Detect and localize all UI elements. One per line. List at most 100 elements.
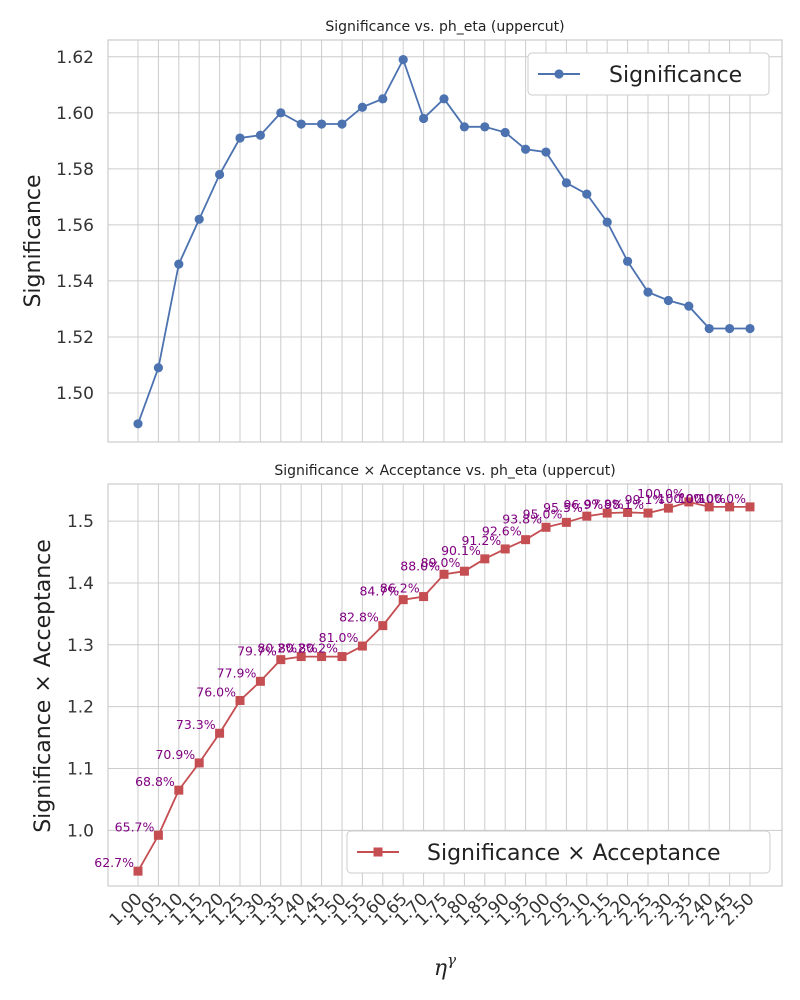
data-point bbox=[235, 695, 245, 705]
y-tick-label: 1.56 bbox=[56, 216, 94, 236]
panel2-legend-label: Significance × Acceptance bbox=[427, 841, 721, 866]
data-point bbox=[684, 497, 694, 507]
acceptance-annotation: 99.1% bbox=[625, 492, 665, 507]
data-point bbox=[704, 323, 714, 334]
acceptance-annotation: 88.0% bbox=[400, 558, 440, 573]
data-point bbox=[194, 214, 204, 224]
panel2-legend: Significance × Acceptance bbox=[346, 830, 771, 874]
data-point bbox=[582, 189, 592, 199]
acceptance-annotation: 89.0% bbox=[421, 555, 461, 570]
acceptance-annotation: 100.0% bbox=[637, 486, 685, 501]
panel2-grid bbox=[108, 484, 782, 886]
data-point bbox=[541, 147, 551, 157]
data-point bbox=[296, 119, 306, 129]
acceptance-annotation: 68.8% bbox=[135, 774, 175, 789]
panel2-legend-marker bbox=[373, 847, 383, 857]
y-tick-label: 1.62 bbox=[56, 48, 94, 68]
data-point bbox=[133, 419, 143, 429]
y-tick-label: 1.3 bbox=[67, 636, 94, 656]
data-point bbox=[398, 595, 408, 605]
data-point bbox=[521, 144, 531, 154]
significance-acceptance-panel: Significance × Acceptance vs. ph_eta (up… bbox=[31, 463, 783, 981]
acceptance-annotation: 95.0% bbox=[523, 506, 563, 521]
data-point bbox=[704, 502, 714, 512]
data-point bbox=[480, 122, 490, 132]
acceptance-annotation: 97.8% bbox=[584, 496, 624, 511]
acceptance-annotation: 65.7% bbox=[115, 819, 155, 834]
data-point bbox=[459, 122, 469, 132]
y-tick-label: 1.54 bbox=[56, 272, 94, 292]
data-point bbox=[296, 652, 306, 662]
acceptance-annotation: 80.2% bbox=[298, 641, 338, 656]
acceptance-annotation: 96.9% bbox=[563, 497, 603, 512]
data-point bbox=[459, 566, 469, 576]
data-point bbox=[174, 785, 184, 795]
acceptance-annotation: 86.2% bbox=[380, 581, 420, 596]
data-point bbox=[337, 652, 347, 662]
acceptance-annotation: 100.0% bbox=[678, 491, 726, 506]
panel1-title: Significance vs. ph_eta (uppercut) bbox=[325, 19, 564, 35]
data-point bbox=[439, 94, 449, 104]
data-point bbox=[398, 55, 408, 65]
panel2-title: Significance × Acceptance vs. ph_eta (up… bbox=[274, 463, 615, 479]
panel1-legend: Significance bbox=[527, 52, 770, 96]
panel1-legend-label: Significance bbox=[609, 63, 742, 88]
y-tick-label: 1.50 bbox=[56, 384, 94, 404]
acceptance-annotation: 73.3% bbox=[176, 717, 216, 732]
data-point bbox=[133, 866, 143, 876]
panel2-series bbox=[133, 497, 755, 876]
data-point bbox=[725, 323, 735, 334]
acceptance-annotation: 92.6% bbox=[482, 524, 522, 539]
data-point bbox=[357, 102, 367, 112]
panel1-y-ticks: 1.50 1.52 1.54 1.56 1.58 1.60 1.62 bbox=[56, 48, 94, 404]
x-axis-label-base: η bbox=[434, 956, 447, 981]
data-point bbox=[500, 127, 510, 138]
x-axis-label: ηγ bbox=[434, 951, 456, 981]
y-tick-label: 1.2 bbox=[67, 698, 94, 718]
x-tick-labels: 1.001.051.101.151.201.251.301.351.401.45… bbox=[106, 889, 759, 930]
panel2-y-ticks: 1.0 1.1 1.2 1.3 1.4 1.5 bbox=[67, 512, 94, 841]
data-point bbox=[276, 108, 286, 118]
y-tick-label: 1.5 bbox=[67, 512, 94, 532]
data-point bbox=[480, 554, 490, 564]
data-point bbox=[378, 94, 388, 104]
y-tick-label: 1.1 bbox=[67, 759, 94, 779]
data-point bbox=[500, 544, 510, 554]
data-point bbox=[663, 295, 674, 306]
panel1-y-label: Significance bbox=[21, 174, 46, 307]
y-tick-label: 1.60 bbox=[56, 104, 94, 124]
data-point bbox=[745, 323, 755, 334]
acceptance-annotation: 80.2% bbox=[257, 641, 297, 656]
acceptance-annotation: 95.5% bbox=[543, 500, 583, 515]
acceptance-annotation: 81.0% bbox=[319, 630, 359, 645]
data-point bbox=[419, 113, 429, 124]
data-point bbox=[439, 569, 449, 579]
acceptance-annotation: 82.8% bbox=[339, 610, 379, 625]
acceptance-annotation: 76.0% bbox=[196, 684, 236, 699]
acceptance-annotation: 90.1% bbox=[441, 543, 481, 558]
data-point bbox=[541, 522, 551, 532]
panel2-annotations: 62.7% 65.7% 68.8% 70.9% 73.3% 76.0% 77.9% 79.7%… bbox=[94, 486, 746, 870]
data-point bbox=[276, 655, 286, 665]
data-point bbox=[337, 119, 347, 129]
panel2-y-label: Significance × Acceptance bbox=[31, 539, 56, 833]
panel1-legend-marker bbox=[554, 69, 564, 79]
panel1-series bbox=[133, 55, 755, 429]
acceptance-annotation: 70.9% bbox=[155, 747, 195, 762]
data-point bbox=[317, 119, 327, 129]
data-point bbox=[215, 728, 225, 738]
data-point bbox=[623, 256, 633, 266]
data-point bbox=[643, 287, 653, 297]
y-tick-label: 1.52 bbox=[56, 328, 94, 348]
acceptance-annotation: 100.0% bbox=[698, 491, 746, 506]
data-point bbox=[419, 592, 429, 602]
data-point bbox=[561, 178, 572, 188]
acceptance-annotation: 84.7% bbox=[359, 584, 399, 599]
data-point bbox=[215, 169, 225, 180]
panel2-frame bbox=[107, 483, 783, 887]
data-point bbox=[643, 508, 653, 518]
panel1-frame bbox=[107, 39, 783, 443]
significance-panel: Significance vs. ph_eta (uppercut) 1.50 1… bbox=[21, 19, 783, 443]
data-point bbox=[684, 301, 694, 311]
data-point bbox=[194, 758, 204, 768]
